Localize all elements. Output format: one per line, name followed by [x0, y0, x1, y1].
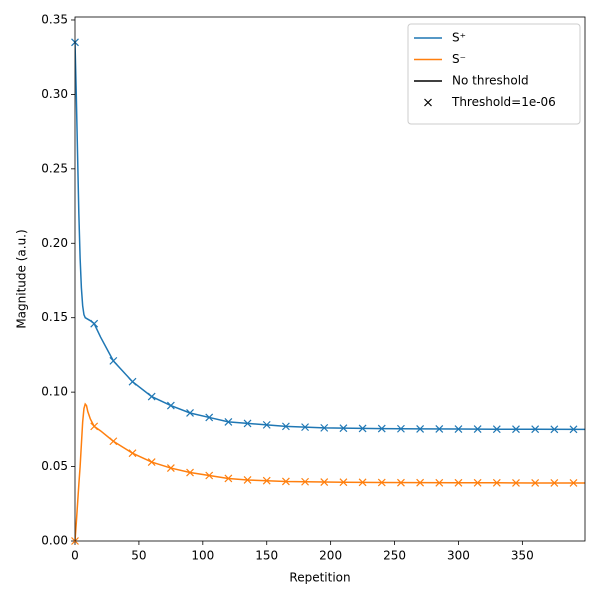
x-marker: [301, 423, 309, 432]
x-tick-label: 250: [383, 549, 406, 563]
y-tick-label: 0.05: [41, 459, 68, 473]
x-marker: [301, 477, 309, 486]
x-axis-label: Repetition: [289, 571, 350, 585]
x-tick-label: 150: [255, 549, 278, 563]
legend-box: [407, 23, 581, 125]
legend-swatch: [424, 98, 432, 107]
x-marker: [377, 424, 386, 433]
x-marker: [397, 478, 405, 487]
x-marker: [205, 413, 214, 422]
x-marker: [281, 477, 290, 486]
x-marker: [550, 425, 559, 434]
x-marker: [550, 479, 559, 487]
x-marker: [569, 479, 578, 487]
x-marker: [377, 478, 386, 487]
x-marker: [435, 478, 444, 487]
x-marker: [224, 474, 233, 483]
x-marker: [320, 478, 329, 486]
x-tick-label: 50: [131, 549, 146, 563]
x-tick-label: 350: [511, 549, 534, 563]
x-marker: [531, 479, 540, 487]
legend: S⁺ S⁻ No threshold Threshold=1e-06: [407, 23, 581, 125]
x-marker: [243, 476, 252, 484]
x-marker: [128, 377, 137, 386]
x-marker: [358, 478, 367, 487]
x-marker: [531, 425, 540, 434]
x-marker: [90, 422, 99, 431]
legend-label: S⁺: [452, 31, 466, 45]
x-tick-label: 0: [71, 549, 79, 563]
data-line: [75, 402, 585, 541]
y-tick-label: 0.25: [41, 161, 68, 175]
x-marker: [492, 478, 501, 487]
x-marker: [512, 479, 520, 487]
x-marker: [262, 420, 271, 429]
x-marker: [262, 476, 271, 485]
x-marker: [186, 409, 194, 417]
y-tick-label: 0.35: [41, 12, 68, 26]
x-tick-label: 300: [447, 549, 470, 563]
x-marker: [435, 424, 444, 433]
x-marker: [320, 423, 329, 432]
y-tick-label: 0.10: [41, 385, 68, 399]
x-marker: [147, 458, 156, 467]
x-marker: [166, 401, 175, 410]
x-marker: [473, 478, 482, 487]
x-marker: [205, 471, 214, 480]
x-marker: [243, 419, 252, 428]
y-axis-label: Magnitude (a.u.): [15, 229, 29, 328]
x-marker: [90, 319, 99, 328]
x-marker: [147, 392, 156, 401]
plot-frame: [74, 16, 586, 542]
x-tick-label: 200: [319, 549, 342, 563]
x-marker: [454, 425, 463, 433]
x-marker: [109, 437, 118, 446]
x-marker: [128, 449, 137, 458]
x-marker: [454, 478, 463, 487]
legend-label: Threshold=1e-06: [451, 95, 556, 109]
x-marker: [397, 424, 405, 433]
x-marker: [339, 478, 348, 487]
x-marker: [512, 425, 520, 434]
x-marker: [416, 424, 425, 433]
y-tick-label: 0.20: [41, 236, 68, 250]
x-marker: [492, 425, 501, 434]
y-tick-label: 0.15: [41, 310, 68, 324]
x-marker: [358, 424, 367, 433]
legend-label: No threshold: [452, 74, 529, 88]
x-marker: [186, 468, 194, 477]
y-tick-label: 0.30: [41, 87, 68, 101]
x-marker: [569, 425, 578, 434]
x-marker: [109, 356, 118, 365]
x-marker: [224, 417, 233, 426]
x-marker: [281, 422, 290, 431]
y-tick-label: 0.00: [41, 534, 68, 548]
legend-label: S⁻: [452, 52, 466, 66]
x-tick-label: 100: [191, 549, 214, 563]
x-marker: [416, 478, 425, 487]
x-marker: [473, 425, 482, 433]
x-marker: [339, 424, 348, 433]
x-marker: [166, 464, 175, 472]
